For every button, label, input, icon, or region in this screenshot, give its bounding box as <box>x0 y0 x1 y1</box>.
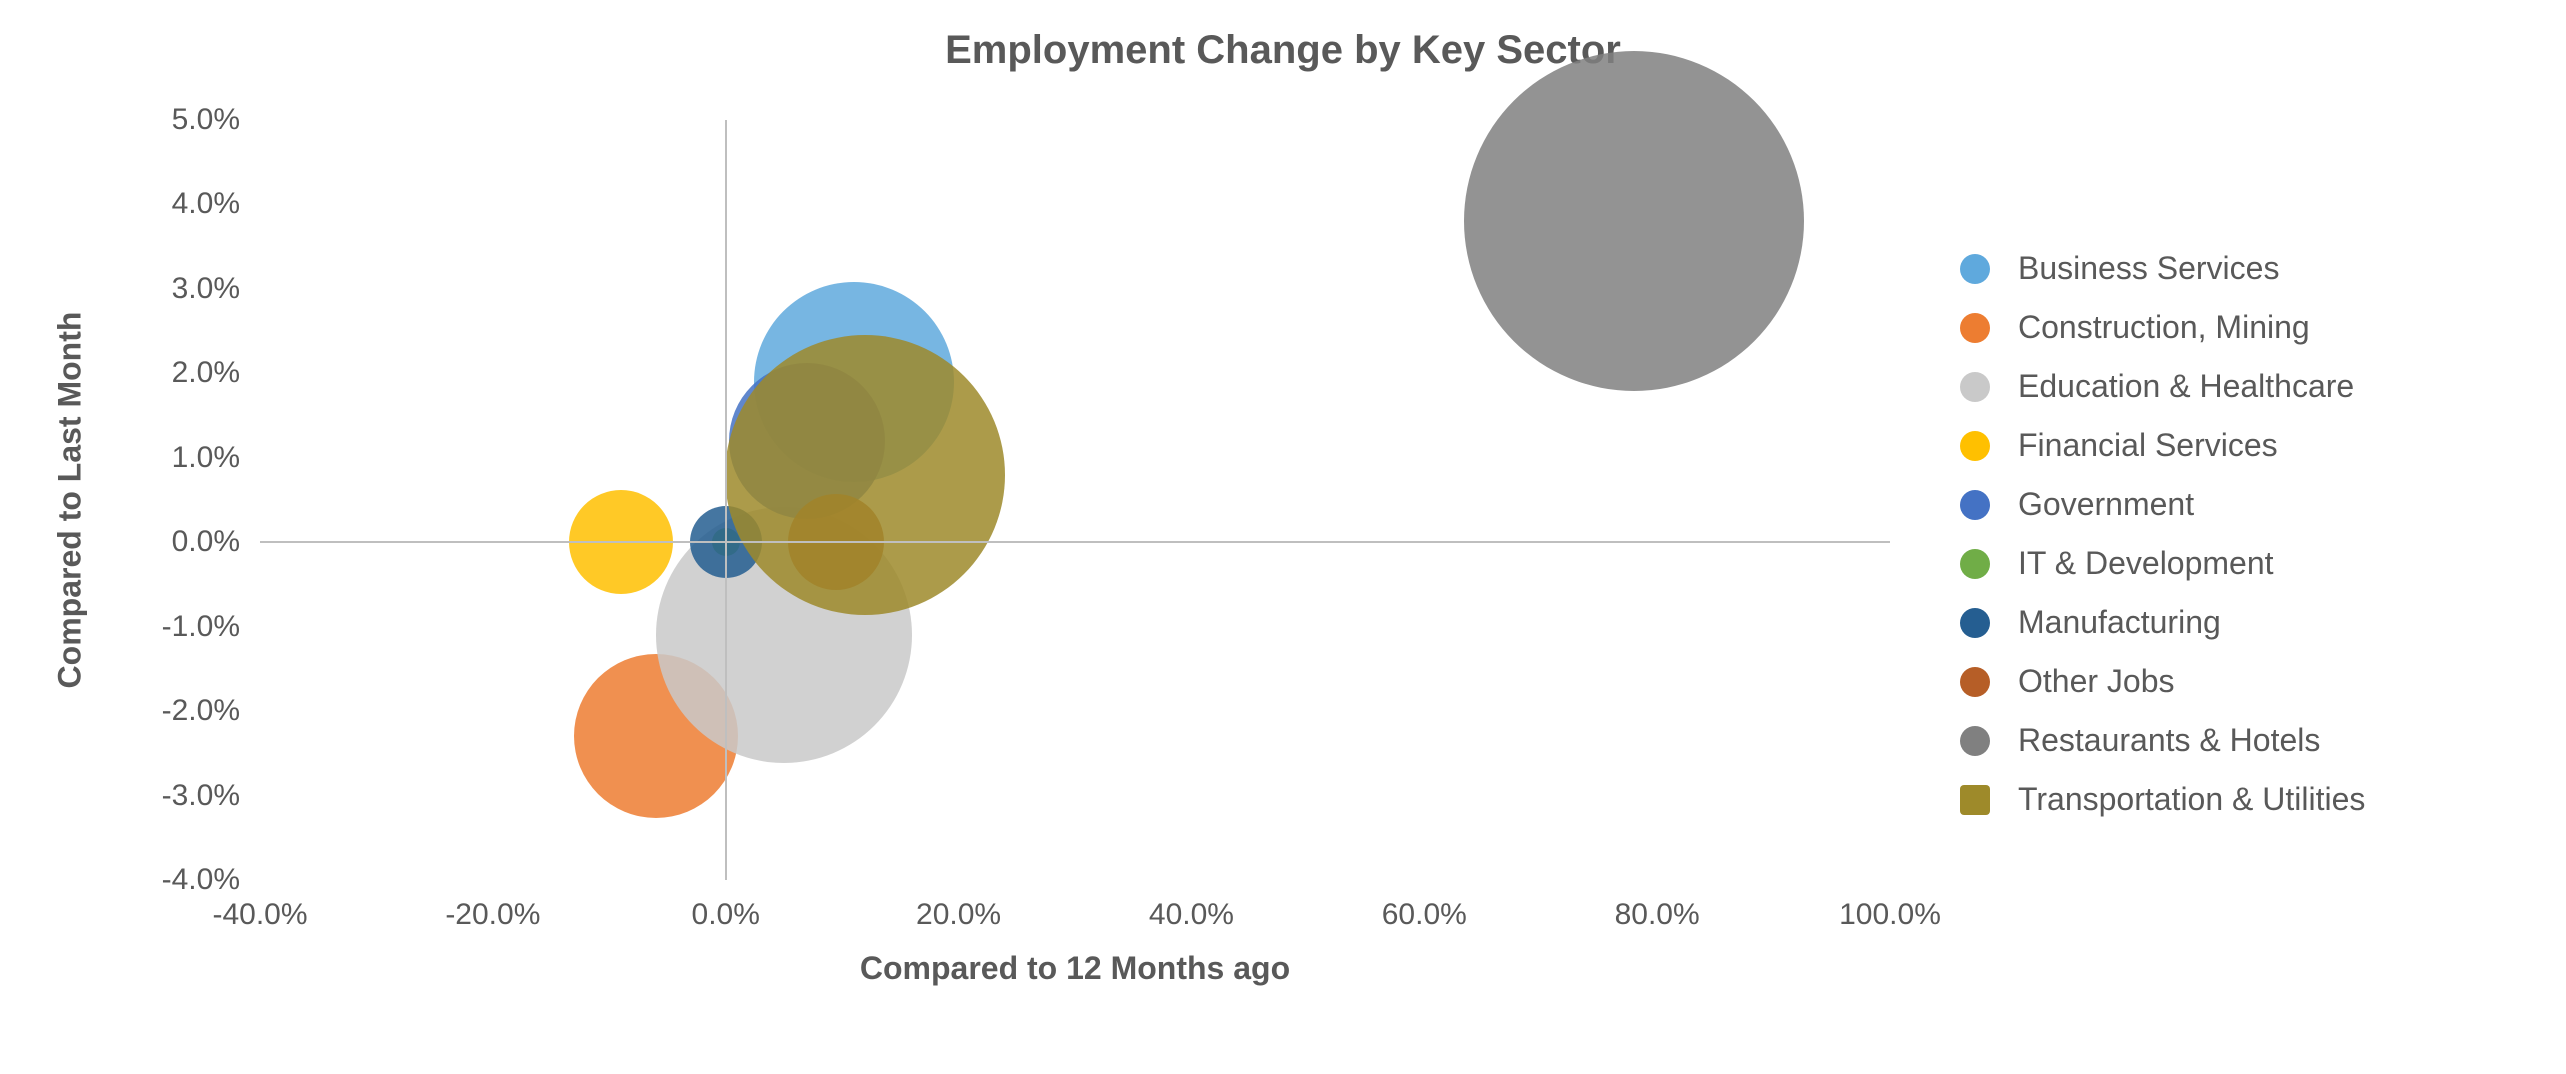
legend-circle-icon <box>1960 372 1990 402</box>
x-axis-label: Compared to 12 Months ago <box>260 950 1890 987</box>
bubble <box>1464 51 1804 391</box>
y-tick-label: -1.0% <box>130 610 240 644</box>
legend-circle-icon <box>1960 254 1990 284</box>
bubble <box>725 335 1005 615</box>
legend-circle-icon <box>1960 313 1990 343</box>
x-tick-label: -40.0% <box>212 898 307 932</box>
legend-circle-icon <box>1960 726 1990 756</box>
x-tick-label: 40.0% <box>1149 898 1234 932</box>
x-tick-label: 100.0% <box>1839 898 1941 932</box>
legend-item: Construction, Mining <box>1960 309 2365 346</box>
legend-circle-icon <box>1960 667 1990 697</box>
legend-item: Education & Healthcare <box>1960 368 2365 405</box>
x-tick-label: 20.0% <box>916 898 1001 932</box>
y-tick-label: -3.0% <box>130 779 240 813</box>
y-axis-label: Compared to Last Month <box>52 312 89 689</box>
legend-label: Other Jobs <box>2018 663 2175 700</box>
legend-circle-icon <box>1960 608 1990 638</box>
y-tick-label: 4.0% <box>130 187 240 221</box>
zero-line-horizontal <box>260 541 1890 543</box>
legend-label: Business Services <box>2018 250 2279 287</box>
legend-item: Financial Services <box>1960 427 2365 464</box>
x-tick-label: 60.0% <box>1382 898 1467 932</box>
legend-item: Transportation & Utilities <box>1960 781 2365 818</box>
legend-label: Manufacturing <box>2018 604 2221 641</box>
legend-item: Other Jobs <box>1960 663 2365 700</box>
legend-label: IT & Development <box>2018 545 2274 582</box>
zero-line-vertical <box>725 120 727 880</box>
legend-label: Transportation & Utilities <box>2018 781 2365 818</box>
x-tick-label: 80.0% <box>1615 898 1700 932</box>
legend-item: IT & Development <box>1960 545 2365 582</box>
chart-title: Employment Change by Key Sector <box>0 28 2566 73</box>
legend-label: Education & Healthcare <box>2018 368 2354 405</box>
legend-item: Restaurants & Hotels <box>1960 722 2365 759</box>
legend-item: Business Services <box>1960 250 2365 287</box>
x-tick-label: 0.0% <box>692 898 760 932</box>
legend-item: Manufacturing <box>1960 604 2365 641</box>
legend-label: Government <box>2018 486 2194 523</box>
chart-stage: Employment Change by Key Sector -40.0% -2… <box>0 0 2566 1074</box>
legend-circle-icon <box>1960 549 1990 579</box>
legend-circle-icon <box>1960 490 1990 520</box>
y-tick-label: 0.0% <box>130 525 240 559</box>
y-tick-label: 1.0% <box>130 441 240 475</box>
legend-label: Construction, Mining <box>2018 309 2310 346</box>
x-tick-label: -20.0% <box>445 898 540 932</box>
legend-label: Restaurants & Hotels <box>2018 722 2320 759</box>
y-tick-label: 2.0% <box>130 356 240 390</box>
legend-item: Government <box>1960 486 2365 523</box>
legend-circle-icon <box>1960 431 1990 461</box>
legend: Business Services Construction, Mining Edu… <box>1960 250 2365 840</box>
legend-square-icon <box>1960 785 1990 815</box>
y-tick-label: 3.0% <box>130 272 240 306</box>
y-tick-label: -2.0% <box>130 694 240 728</box>
y-tick-label: -4.0% <box>130 863 240 897</box>
y-tick-label: 5.0% <box>130 103 240 137</box>
legend-label: Financial Services <box>2018 427 2278 464</box>
